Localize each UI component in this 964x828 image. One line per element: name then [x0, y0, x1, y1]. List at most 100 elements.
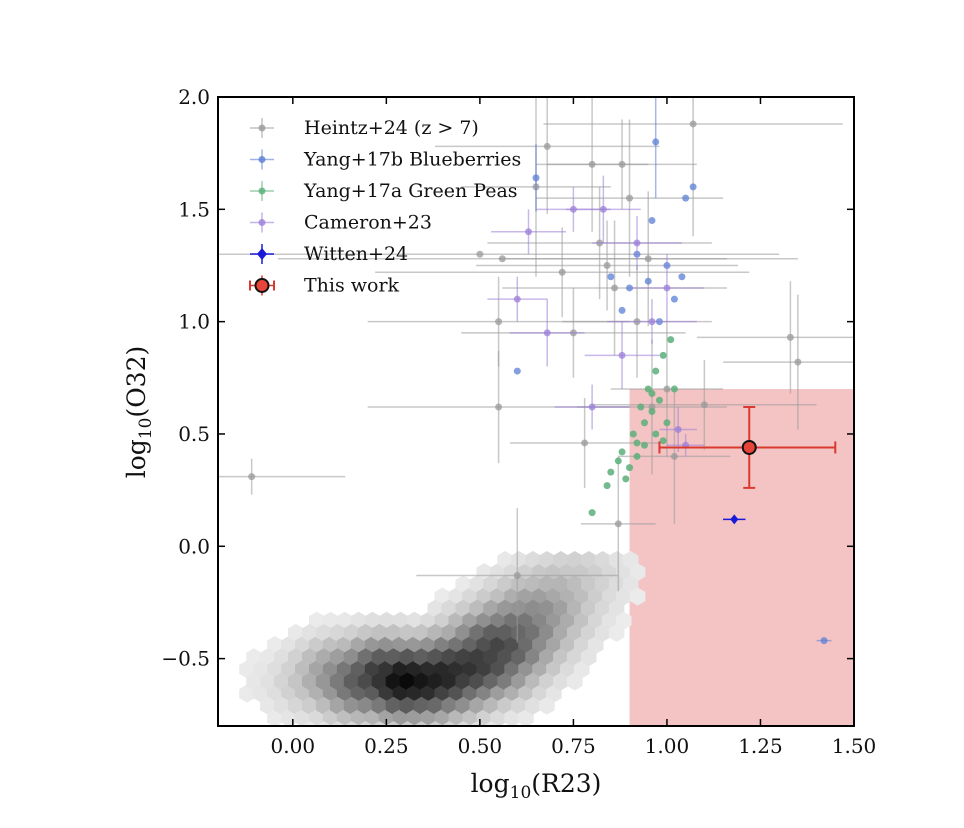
legend-label: Heintz+24 (z > 7) [304, 117, 479, 139]
density-hex [455, 696, 471, 715]
data-point [495, 403, 503, 411]
legend-label: This work [304, 275, 400, 297]
density-hex [329, 623, 346, 642]
density-hex [413, 623, 430, 642]
y-tick-label: −0.5 [161, 647, 210, 671]
density-hex [518, 587, 534, 606]
density-hex [574, 563, 590, 582]
density-hex [315, 623, 332, 642]
density-hex [504, 587, 520, 606]
density-hex [364, 611, 381, 630]
data-point [618, 448, 626, 456]
density-hex [497, 599, 513, 618]
density-hex [343, 623, 360, 642]
series-4 [723, 514, 746, 525]
y-tick-label: 0.0 [178, 534, 210, 558]
density-hex [511, 551, 527, 569]
density-hex [490, 563, 506, 582]
density-hex [581, 575, 597, 594]
density-hex [385, 696, 402, 715]
legend-item-0: Heintz+24 (z > 7) [250, 117, 479, 139]
density-hex [546, 660, 562, 679]
data-point [622, 475, 630, 483]
density-hex [518, 636, 534, 654]
data-point [626, 464, 634, 472]
density-hex [420, 611, 437, 630]
density-hex [469, 696, 485, 715]
density-hex [357, 623, 374, 642]
data-point [611, 284, 619, 292]
density-hex [267, 709, 283, 726]
density-hex [336, 660, 353, 679]
density-hex [274, 696, 290, 715]
density-hex [246, 672, 262, 691]
density-hex [239, 660, 255, 679]
density-hex [336, 709, 353, 726]
data-point [652, 430, 660, 438]
density-hex [490, 709, 506, 726]
density-hex [267, 684, 283, 703]
density-hex [295, 709, 311, 726]
density-hex [350, 636, 367, 654]
series-5 [658, 406, 837, 489]
density-hex [378, 611, 395, 630]
density-hex [350, 709, 367, 726]
density-hex [378, 684, 395, 703]
density-hex [427, 623, 444, 642]
density-hex [588, 587, 604, 606]
density-hex [567, 575, 583, 594]
density-hex [594, 575, 611, 594]
data-point [663, 419, 671, 427]
density-hex [490, 587, 506, 606]
data-point [633, 439, 641, 447]
density-hex [350, 684, 367, 703]
density-hex [309, 611, 325, 630]
density-hex [539, 551, 555, 569]
density-hex [399, 648, 416, 667]
series-2 [588, 336, 678, 517]
data-point [663, 385, 671, 393]
density-hex [567, 623, 583, 642]
data-point [678, 273, 686, 281]
density-hex [462, 611, 478, 630]
data-point [700, 401, 708, 409]
data-point [659, 437, 667, 445]
density-hex [525, 575, 541, 594]
data-point [670, 295, 678, 303]
density-hex [302, 696, 318, 715]
density-hex [525, 696, 541, 715]
density-hex [329, 696, 346, 715]
density-hex [309, 636, 325, 654]
data-point [633, 239, 641, 247]
density-hex [406, 636, 423, 654]
legend-marker [257, 248, 267, 260]
density-hex [295, 684, 311, 703]
density-hex [302, 648, 318, 667]
density-hex [469, 721, 485, 726]
density-hex [476, 684, 492, 703]
data-point [640, 441, 648, 449]
density-hex [413, 721, 430, 726]
density-hex [260, 696, 276, 715]
data-point [618, 306, 626, 314]
density-hex [357, 648, 374, 667]
density-hex [434, 636, 451, 654]
data-point [603, 482, 611, 490]
density-hex [615, 587, 632, 606]
density-hex [413, 648, 430, 667]
density-hex [483, 599, 499, 618]
density-hex [315, 721, 332, 726]
density-hex [371, 672, 388, 691]
density-hex [518, 563, 534, 582]
data-point [652, 138, 660, 146]
density-hex [357, 672, 374, 691]
density-hex [567, 599, 583, 618]
density-hex [469, 623, 485, 642]
density-hex [371, 721, 388, 726]
y-tick-label: 1.0 [178, 310, 210, 334]
data-point [644, 255, 652, 263]
density-hex [594, 623, 611, 642]
density-hex [392, 636, 409, 654]
density-hex [239, 684, 255, 703]
density-hex [441, 672, 457, 691]
